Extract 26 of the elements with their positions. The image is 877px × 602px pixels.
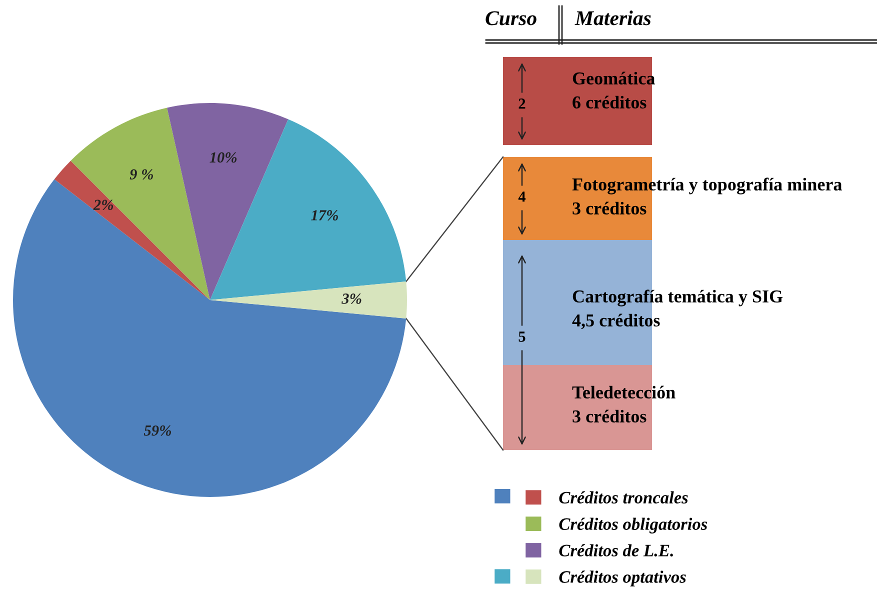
text: 4 [518,192,526,202]
data-label: 10% [210,152,237,163]
legend-label: Créditos optativos [559,570,686,586]
data-label: 17% [311,210,338,221]
pie-slice [167,103,288,300]
text: 3 créditos [572,202,646,215]
text: 3 créditos [572,410,646,423]
data-label: 3% [342,294,362,304]
text: 6 créditos [572,96,646,109]
text: 2 [518,98,526,109]
category-label: Cartografía temática y SIG [572,290,783,306]
text: Curso [486,11,536,26]
category-label: Teledetección [572,386,676,399]
pie-slice [54,160,210,300]
text: Materias [574,10,651,26]
text: 4,5 créditos [572,314,660,330]
pie-slice [70,108,210,300]
pie-slice [13,179,406,497]
data-label: 2% [93,200,114,210]
pie-slice [210,281,407,319]
data-label: 9 % [130,169,153,180]
legend-label: Créditos troncales [559,491,688,504]
legend-label: Créditos de L.E. [559,544,673,556]
data-label: 59% [144,425,172,436]
legend-label: Créditos obligatorios [559,518,708,534]
text: 5 [518,332,526,342]
